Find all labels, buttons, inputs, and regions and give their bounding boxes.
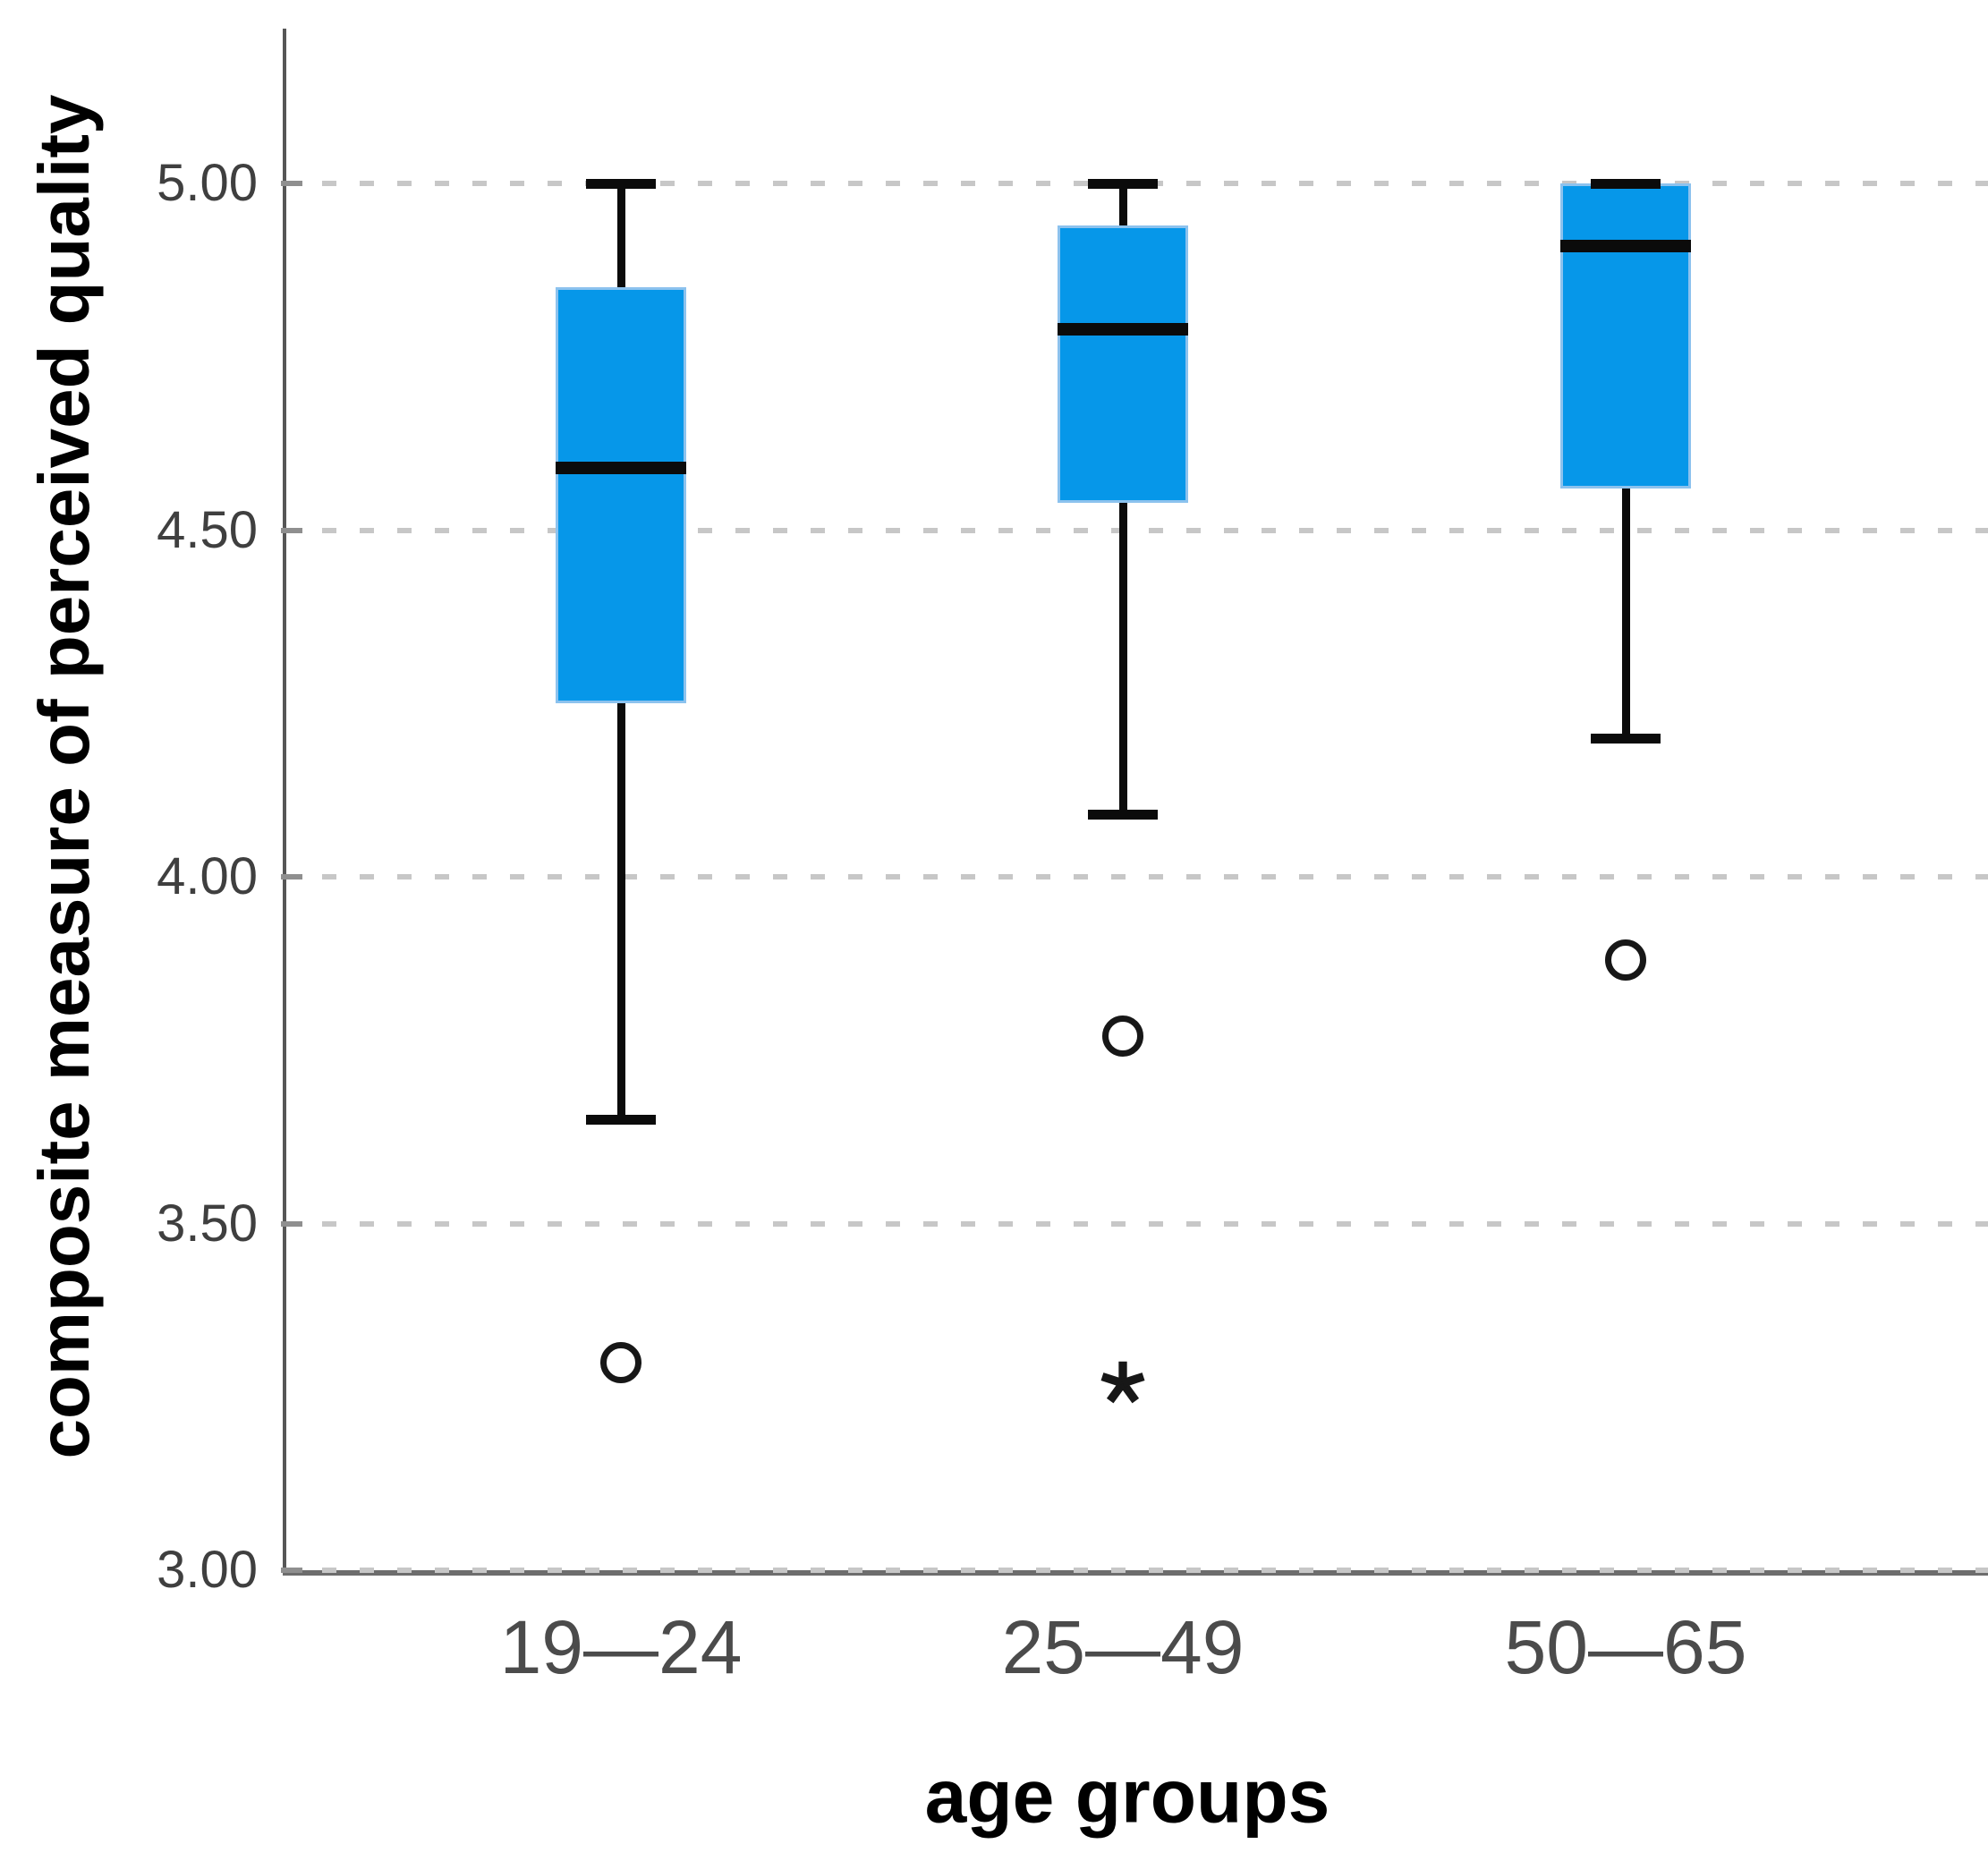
x-tick-label-3: 50—65 [1504,1605,1747,1689]
outlier-circle-1-1 [600,1341,641,1383]
y-tickmark-4.50 [281,527,302,533]
upper-whisker-stem-2 [1118,183,1127,225]
y-axis-line [283,29,286,1575]
upper-whisker-cap-1 [586,178,656,189]
box-1 [556,287,686,704]
x-tick-label-1: 19—24 [499,1605,743,1689]
star-icon [1100,1361,1145,1404]
box-2 [1058,225,1188,503]
x-tick-label-2: 25—49 [1001,1605,1245,1689]
lower-whisker-stem-3 [1621,489,1630,738]
gridline-3.00 [285,1568,1988,1573]
y-tick-label-4.50: 4.50 [157,500,258,559]
outlier-star-2-2 [1098,1358,1148,1408]
outlier-circle-2-1 [1102,1015,1143,1058]
x-axis-line [283,1570,1988,1576]
lower-whisker-stem-2 [1118,502,1127,815]
lower-whisker-cap-3 [1591,733,1661,744]
outlier-circle-3-1 [1605,939,1646,981]
upper-whisker-cap-3 [1591,178,1661,189]
median-line-3 [1560,239,1691,252]
gridline-3.50 [285,1220,1988,1227]
y-tickmark-5.00 [281,181,302,186]
lower-whisker-cap-2 [1088,809,1158,820]
lower-whisker-cap-1 [586,1114,656,1125]
upper-whisker-cap-2 [1088,178,1158,189]
lower-whisker-stem-1 [616,703,625,1120]
median-line-1 [556,461,686,474]
box-3 [1560,183,1691,489]
y-tick-label-3.50: 3.50 [157,1194,258,1253]
upper-whisker-stem-1 [616,183,625,288]
gridline-4.00 [285,874,1988,880]
y-tickmark-4.00 [281,874,302,880]
y-tick-label-3.00: 3.00 [157,1541,258,1599]
median-line-2 [1058,322,1188,336]
gridline-4.50 [285,527,1988,533]
x-axis-title: age groups [924,1754,1330,1839]
y-tickmark-3.50 [281,1220,302,1227]
y-tickmark-3.00 [281,1568,302,1573]
y-tick-label-4.00: 4.00 [157,847,258,905]
y-tick-label-5.00: 5.00 [157,154,258,212]
